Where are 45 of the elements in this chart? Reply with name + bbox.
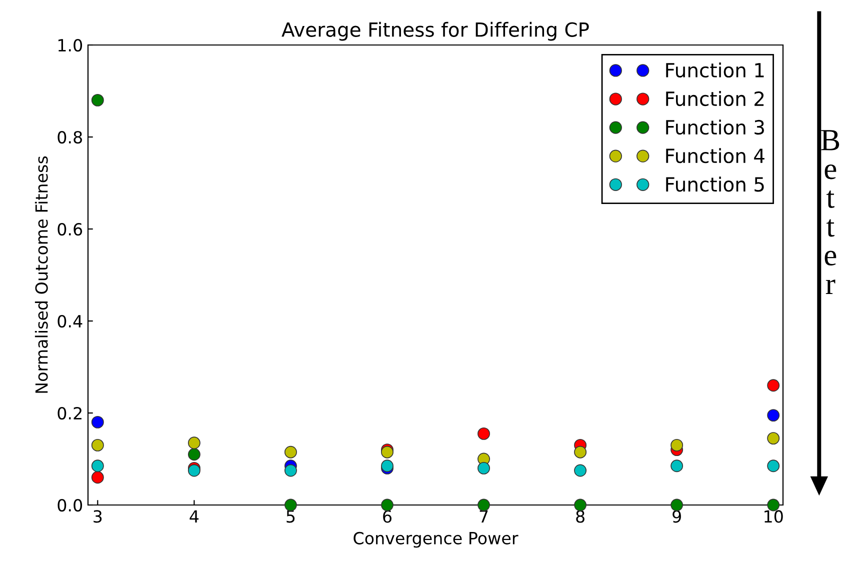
point — [767, 460, 780, 472]
x-tick-label: 8 — [576, 510, 584, 523]
y-axis-title: Normalised Outcome Fitness — [34, 156, 48, 393]
point — [767, 432, 780, 445]
point — [91, 471, 104, 484]
point — [670, 460, 684, 472]
point — [91, 460, 104, 472]
point — [91, 94, 104, 106]
point — [574, 446, 587, 458]
point — [767, 379, 780, 392]
chart-title: Average Fitness for Differing CP — [282, 22, 589, 41]
point — [574, 498, 587, 512]
x-axis-title: Convergence Power — [354, 532, 518, 548]
point — [478, 462, 490, 474]
text: Better — [821, 130, 840, 294]
x-tick-label: 10 — [764, 510, 783, 523]
y-tick-label: 0.2 — [58, 406, 82, 420]
point — [188, 436, 200, 450]
point — [91, 416, 104, 428]
x-tick-label: 3 — [94, 510, 102, 523]
x-tick-label: 5 — [286, 510, 295, 523]
legend-label: Function 1 — [666, 62, 764, 78]
point — [670, 498, 684, 512]
point — [284, 464, 297, 477]
point — [284, 446, 297, 458]
x-tick-label: 4 — [190, 510, 199, 523]
point — [188, 464, 200, 477]
point — [670, 438, 684, 452]
point — [188, 448, 200, 461]
legend-label: Function 5 — [666, 176, 764, 192]
point — [478, 498, 490, 512]
y-tick-label: 0.8 — [58, 130, 82, 144]
y-tick-label: 1.0 — [58, 38, 82, 52]
point — [478, 427, 490, 440]
legend-label: Function 4 — [666, 148, 764, 164]
y-tick-label: 0.6 — [58, 222, 82, 236]
point — [381, 498, 394, 512]
y-tick-label: 0.0 — [58, 498, 82, 512]
legend-label: Function 3 — [666, 120, 764, 135]
point — [91, 438, 104, 452]
legend-label: Function 2 — [666, 91, 764, 106]
point — [284, 498, 297, 512]
point — [767, 409, 780, 422]
point — [574, 464, 587, 477]
y-tick-label: 0.4 — [58, 314, 82, 328]
